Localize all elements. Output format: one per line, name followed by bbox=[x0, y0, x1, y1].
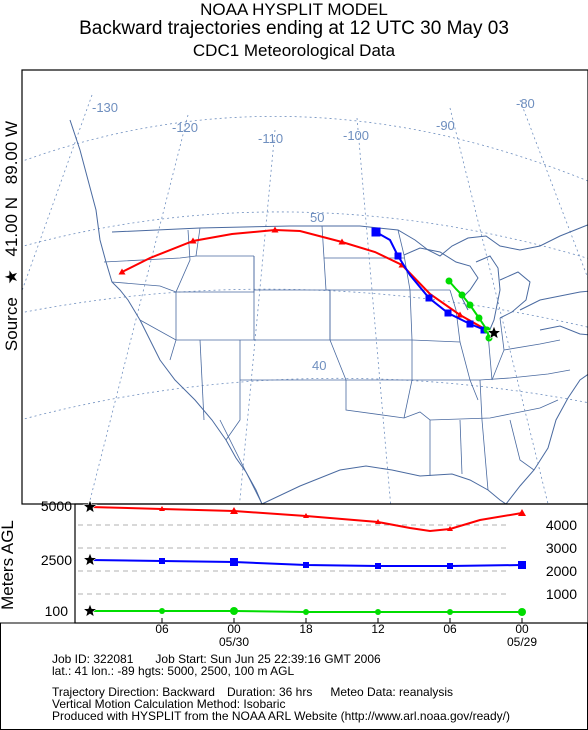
trajectory-marker-5000-2 bbox=[271, 226, 279, 233]
profile-marker-5000-1 bbox=[230, 507, 238, 514]
profile-star-2500 bbox=[82, 552, 98, 567]
time-label-06a: 06 bbox=[155, 622, 169, 636]
location-line: lat.: 41 lon.: -89 hgts: 5000, 2500, 100… bbox=[52, 664, 295, 678]
vertical-motion-line: Vertical Motion Calculation Method: Isob… bbox=[52, 697, 286, 711]
trajectory-marker-2500-4 bbox=[466, 320, 474, 328]
trajectory-marker-2500-3 bbox=[444, 309, 452, 317]
date-label-0529: 05/29 bbox=[507, 635, 537, 649]
job-start: Job Start: Sun Jun 25 22:39:16 GMT 2006 bbox=[155, 652, 381, 666]
trajectory-marker-2500-2 bbox=[425, 294, 433, 302]
trajectory-marker-100-2 bbox=[466, 301, 474, 309]
lon-label-80: -80 bbox=[516, 96, 535, 111]
trajectory-marker-5000-1 bbox=[189, 237, 197, 244]
profile-lines bbox=[82, 499, 526, 618]
profile-marker-100-1 bbox=[230, 607, 238, 615]
time-label-00a: 00 bbox=[227, 622, 241, 636]
profile-marker-2500-4 bbox=[447, 563, 453, 569]
lon-label-120: -120 bbox=[172, 120, 198, 135]
job-line: Job ID: 322081 Job Start: Sun Jun 25 22:3… bbox=[52, 653, 510, 665]
profile-marker-2500-1 bbox=[230, 558, 238, 566]
profile-marker-5000-0 bbox=[159, 506, 165, 511]
time-label-18: 18 bbox=[299, 622, 313, 636]
trajectory-marker-100-0 bbox=[445, 277, 453, 285]
lat-label-50: 50 bbox=[310, 210, 324, 225]
profile-marker-100-0 bbox=[159, 608, 165, 614]
latitude-graticule bbox=[22, 115, 588, 420]
source-star-icon-map bbox=[486, 325, 502, 340]
job-info-footer: Job ID: 322081 Job Start: Sun Jun 25 22:3… bbox=[52, 653, 510, 722]
profile-marker-5000-5 bbox=[518, 509, 526, 516]
profile-marker-100-2 bbox=[303, 609, 309, 615]
profile-marker-2500-5 bbox=[518, 561, 526, 569]
profile-marker-2500-3 bbox=[375, 563, 381, 569]
profile-marker-5000-3 bbox=[375, 519, 381, 524]
trajectory-marker-5000-5 bbox=[456, 311, 464, 318]
trajectory-marker-100-3 bbox=[475, 314, 483, 322]
scale-3000: 3000 bbox=[546, 540, 577, 556]
longitude-graticule bbox=[22, 94, 588, 504]
profile-marker-100-4 bbox=[447, 609, 453, 615]
trajectory-direction: Trajectory Direction: Backward bbox=[52, 685, 215, 699]
map-panel: -130 -120 -110 -100 -90 -80 50 40 bbox=[22, 94, 588, 504]
time-label-12: 12 bbox=[371, 622, 385, 636]
profile-line-5000 bbox=[89, 506, 523, 533]
trajectory-marker-100-1 bbox=[458, 291, 466, 299]
profile-star-5000 bbox=[82, 499, 98, 514]
map-borders bbox=[69, 119, 588, 504]
job-id: Job ID: 322081 bbox=[52, 652, 134, 666]
trajectory-path-2500 bbox=[375, 231, 491, 333]
map-frame bbox=[21, 69, 588, 505]
trajectory-marker-5000-0 bbox=[118, 268, 126, 275]
lon-label-90: -90 bbox=[436, 118, 455, 133]
level-100: 100 bbox=[45, 603, 69, 619]
duration: Duration: 36 hrs bbox=[226, 685, 313, 699]
level-2500: 2500 bbox=[41, 552, 72, 568]
lon-label-130: -130 bbox=[92, 100, 118, 115]
trajectory-marker-5000-3 bbox=[338, 238, 346, 245]
trajectory-path-5000 bbox=[121, 228, 493, 334]
time-label-00b: 00 bbox=[515, 622, 529, 636]
state-boundaries bbox=[103, 225, 571, 504]
date-label-0530: 05/30 bbox=[219, 635, 249, 649]
time-label-06b: 06 bbox=[443, 622, 457, 636]
scale-4000: 4000 bbox=[546, 517, 577, 533]
level-5000: 5000 bbox=[41, 498, 72, 514]
model-title: NOAA HYSPLIT MODEL bbox=[200, 0, 388, 19]
meteo-data: Meteo Data: reanalysis bbox=[330, 685, 454, 699]
direction-line: Trajectory Direction: Backward Duration: … bbox=[52, 686, 510, 698]
trajectory-title: Backward trajectories ending at 12 UTC 3… bbox=[79, 18, 509, 39]
profile-marker-2500-0 bbox=[159, 558, 165, 564]
profile-marker-5000-4 bbox=[447, 526, 453, 531]
meters-agl-label: Meters AGL bbox=[0, 520, 17, 610]
profile-frame bbox=[74, 503, 588, 624]
profile-marker-100-3 bbox=[375, 609, 381, 615]
profile-marker-100-5 bbox=[518, 608, 526, 616]
lon-label-110: -110 bbox=[258, 131, 283, 146]
produced-line: Produced with HYSPLIT from the NOAA ARL … bbox=[52, 709, 510, 723]
trajectory-marker-2500-0 bbox=[371, 227, 381, 237]
trajectory-layer bbox=[118, 226, 502, 342]
profile-marker-5000-2 bbox=[303, 513, 309, 518]
scale-2000: 2000 bbox=[546, 563, 577, 579]
profile-marker-2500-2 bbox=[303, 562, 309, 568]
profile-star-100 bbox=[82, 603, 98, 618]
height-profile-panel: 4000 3000 2000 1000 5000 2500 100 06 00 … bbox=[41, 498, 588, 649]
trajectory-marker-2500-1 bbox=[394, 252, 402, 260]
scale-1000: 1000 bbox=[546, 586, 577, 602]
lon-label-100: -100 bbox=[343, 128, 369, 143]
meteo-data-title: CDC1 Meteorological Data bbox=[192, 41, 396, 60]
lat-label-40: 40 bbox=[312, 358, 326, 373]
